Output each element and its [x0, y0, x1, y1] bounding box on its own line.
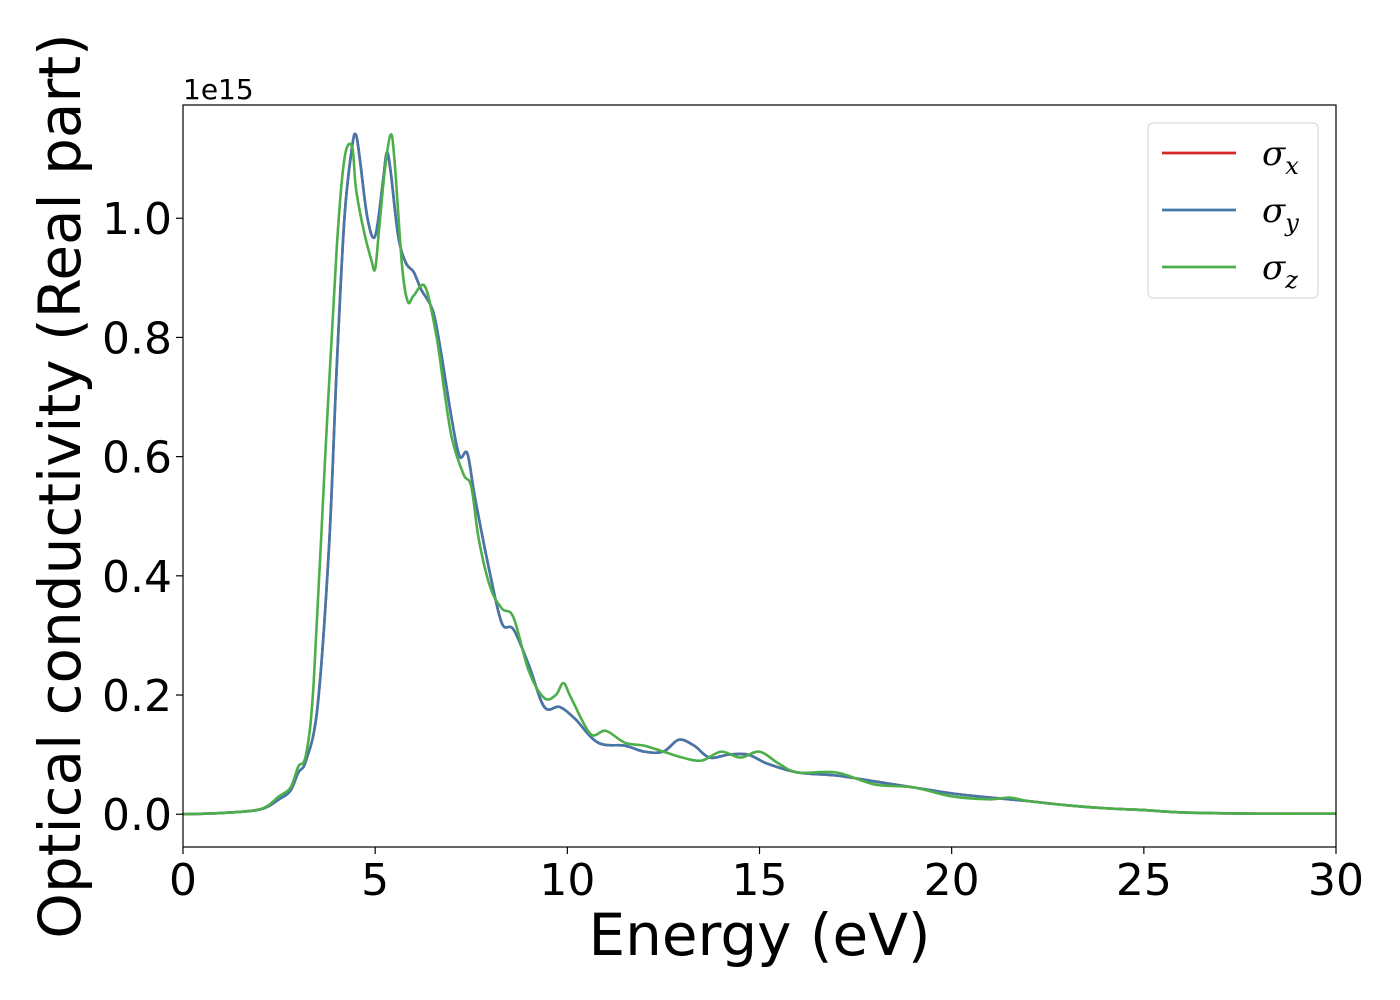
y-tick-label: 0.0	[102, 790, 172, 841]
plot-area	[182, 104, 1337, 848]
y-tick-label: 0.8	[102, 313, 172, 364]
y-axis-title: Optical conductivity (Real part)	[26, 33, 94, 938]
x-tick-label: 0	[169, 855, 197, 906]
x-tick-label: 20	[924, 855, 980, 906]
legend-label-z: σz	[1262, 248, 1298, 294]
legend-label-x: σx	[1262, 134, 1299, 180]
legend: σx σy σz	[1147, 122, 1319, 299]
legend-label-y: σy	[1262, 191, 1299, 237]
x-tick-label: 10	[539, 855, 595, 906]
x-tick-label: 25	[1116, 855, 1172, 906]
series-line-z	[183, 133, 1336, 816]
y-tick-label: 1.0	[102, 194, 172, 245]
x-axis-ticks: 0 5 10 15 20 25 30	[169, 847, 1364, 906]
y-axis-offset-label: 1e15	[183, 73, 254, 106]
y-tick-label: 0.2	[102, 671, 172, 722]
y-axis-ticks: 0.0 0.2 0.4 0.6 0.8 1.0	[102, 194, 183, 841]
y-tick-label: 0.6	[102, 433, 172, 484]
series-layer	[183, 132, 1336, 816]
x-axis-title: Energy (eV)	[588, 901, 930, 969]
y-tick-label: 0.4	[102, 552, 172, 603]
x-tick-label: 5	[361, 855, 389, 906]
x-tick-label: 30	[1308, 855, 1364, 906]
series-line-y	[183, 132, 1336, 816]
x-tick-label: 15	[732, 855, 788, 906]
